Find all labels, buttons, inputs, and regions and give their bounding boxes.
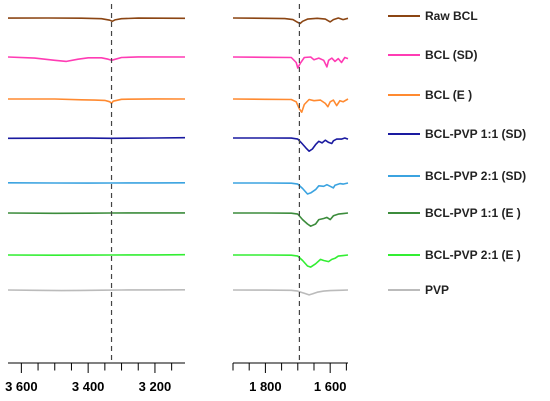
series-line-bcl-sd [7,56,186,63]
x-tick-label: 3 600 [5,379,38,394]
legend-label: BCL-PVP 2:1 (E ) [425,248,521,262]
panel-high-wavenumber: 3 600 3 400 3 200 [5,4,186,394]
legend-label: Raw BCL [425,9,478,23]
legend-label: BCL (E ) [425,88,472,102]
legend-label: BCL-PVP 2:1 (SD) [425,169,526,183]
series-line-bcl-pvp-2-1-sd [233,182,349,195]
x-tick-label: 1 600 [314,379,347,394]
legend-label: BCL-PVP 1:1 (SD) [425,127,526,141]
x-tick-label: 1 800 [249,379,282,394]
legend-label: BCL-PVP 1:1 (E ) [425,206,521,220]
x-tick-label: 3 200 [139,379,172,394]
series-line-raw-bcl [232,17,349,25]
x-tick-label: 3 400 [72,379,105,394]
series-line-bcl-pvp-2-1-e [7,253,186,256]
series-line-pvp [232,289,349,296]
series-line-raw-bcl [7,17,186,23]
series-line-bcl-e [8,98,186,105]
series-line-bcl-e [232,98,349,113]
legend-label: PVP [425,283,449,297]
series-line-bcl-sd [232,56,349,69]
series-line-pvp [7,289,186,292]
legend: Raw BCL BCL (SD) BCL (E ) BCL-PVP 1:1 (SD) B… [388,9,526,297]
panel-low-wavenumber: 1 800 1 600 [232,4,349,394]
series-line-bcl-pvp-2-1-e [233,254,349,268]
legend-label: BCL (SD) [425,48,477,62]
series-line-bcl-pvp-1-1-sd [7,136,186,140]
series-line-bcl-pvp-1-1-sd [233,137,349,152]
series-line-bcl-pvp-1-1-e [233,212,349,227]
